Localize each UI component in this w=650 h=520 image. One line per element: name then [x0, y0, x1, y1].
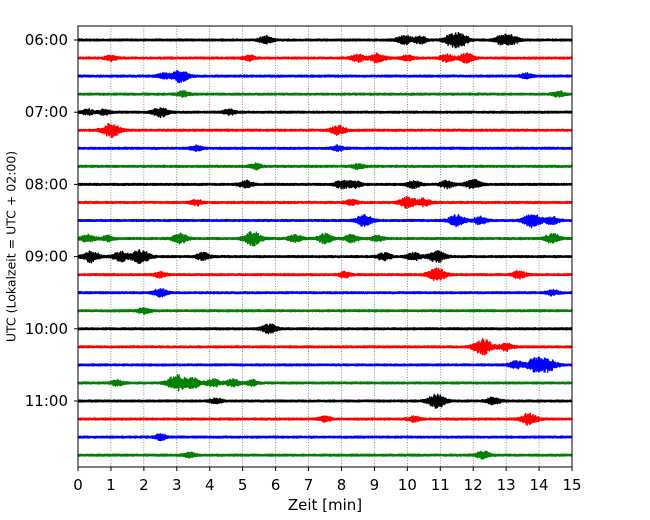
plot-frame [77, 25, 573, 468]
trace-0800 [77, 178, 573, 190]
x-tick-label-5: 5 [238, 476, 248, 494]
y-tick-label-1000: 10:00 [25, 320, 68, 338]
y-tick-label-0700: 07:00 [25, 103, 68, 121]
x-tick-label-11: 11 [431, 476, 450, 494]
trace-1100 [77, 393, 573, 409]
trace-0900 [77, 249, 573, 265]
trace-0645 [77, 90, 573, 99]
x-tick-label-6: 6 [271, 476, 281, 494]
x-tick-label-2: 2 [139, 476, 149, 494]
trace-0815 [77, 195, 573, 209]
trace-1000 [77, 323, 573, 335]
trace-0745 [77, 162, 573, 171]
trace-0915 [77, 267, 573, 281]
x-tick-label-1: 1 [106, 476, 116, 494]
trace-0730 [77, 144, 573, 152]
trace-0830 [77, 213, 573, 229]
trace-0600 [77, 31, 573, 49]
trace-0845 [77, 230, 573, 247]
trace-lines [77, 31, 573, 460]
trace-0945 [77, 307, 573, 315]
trace-1115 [77, 412, 573, 426]
trace-1045 [77, 374, 573, 392]
x-tick-label-7: 7 [304, 476, 314, 494]
y-tick-label-0900: 09:00 [25, 248, 68, 266]
trace-1030 [77, 356, 573, 373]
trace-0615 [77, 52, 573, 64]
x-tick-label-0: 0 [73, 476, 83, 494]
y-tick-label-1100: 11:00 [25, 392, 68, 410]
x-tick-label-12: 12 [464, 476, 483, 494]
x-tick-label-15: 15 [562, 476, 581, 494]
x-axis-label: Zeit [min] [288, 496, 362, 514]
x-axis-ticks: 0 1 2 3 4 5 6 7 8 9 10 11 12 13 14 15 [73, 467, 582, 494]
y-axis-ticks: 06:00 07:00 08:00 09:00 10:00 11:00 [25, 31, 78, 410]
x-tick-label-10: 10 [398, 476, 417, 494]
x-tick-label-9: 9 [370, 476, 380, 494]
x-tick-label-4: 4 [205, 476, 215, 494]
trace-0930 [77, 288, 573, 298]
x-tick-label-8: 8 [337, 476, 347, 494]
y-tick-label-0600: 06:00 [25, 31, 68, 49]
trace-0715 [77, 122, 573, 139]
trace-0630 [77, 69, 573, 84]
trace-1145 [77, 450, 573, 460]
trace-1015 [77, 337, 573, 356]
x-tick-label-3: 3 [172, 476, 182, 494]
trace-1130 [77, 432, 573, 442]
x-tick-label-14: 14 [530, 476, 549, 494]
y-axis-label: UTC (Lokalzeit = UTC + 02:00) [4, 151, 19, 342]
x-tick-label-13: 13 [497, 476, 516, 494]
trace-0700 [77, 107, 573, 119]
y-tick-label-0800: 08:00 [25, 175, 68, 193]
